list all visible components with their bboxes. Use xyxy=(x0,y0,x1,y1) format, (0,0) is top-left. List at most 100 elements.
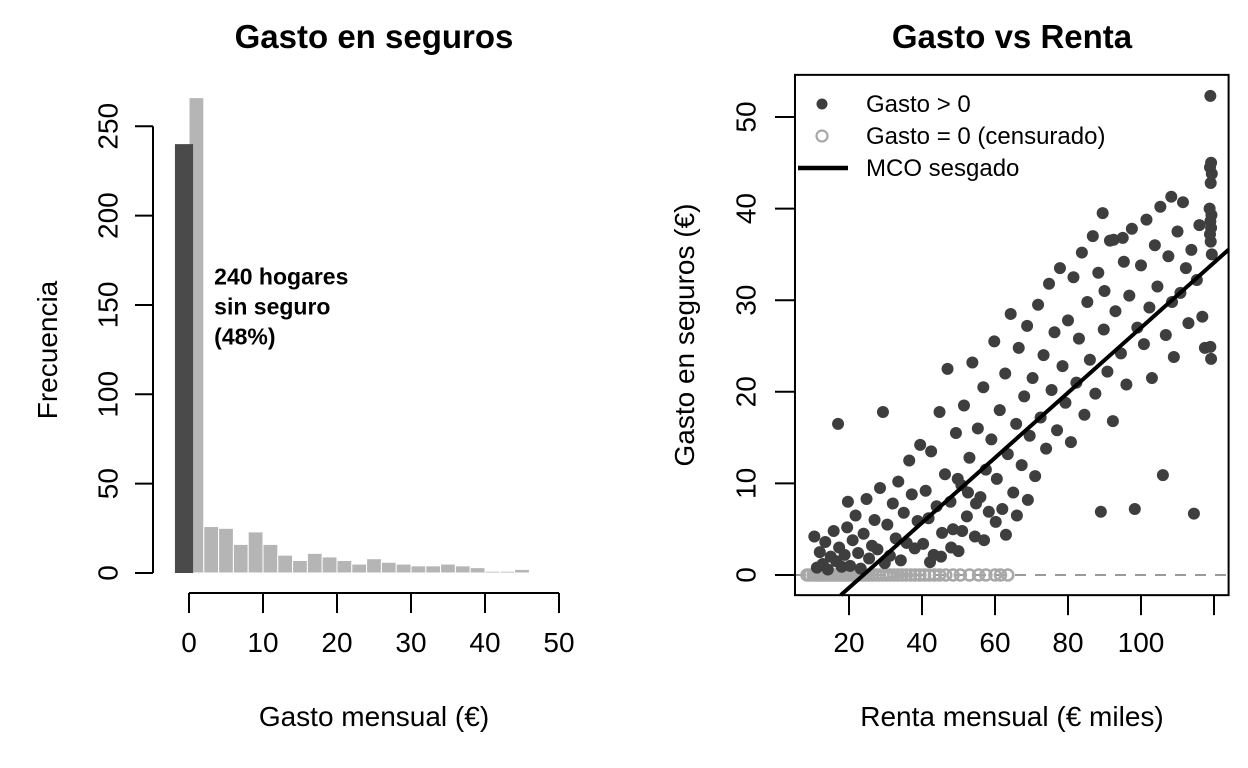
data-point xyxy=(1064,436,1077,449)
data-point xyxy=(821,563,834,576)
data-point xyxy=(1196,310,1209,323)
data-point xyxy=(996,503,1009,516)
hist-bar xyxy=(395,563,412,574)
hist-bar xyxy=(336,559,353,574)
x-tick-label: 100 xyxy=(1118,627,1165,658)
data-point xyxy=(832,417,845,430)
data-point xyxy=(871,543,884,556)
data-point xyxy=(1125,222,1138,235)
data-point xyxy=(1040,442,1053,455)
data-point xyxy=(1193,219,1206,232)
data-point xyxy=(844,559,857,572)
data-point xyxy=(1165,190,1178,203)
data-point xyxy=(1109,305,1122,318)
data-point xyxy=(1187,507,1200,520)
x-tick-label: 60 xyxy=(979,627,1010,658)
data-point xyxy=(914,438,927,451)
plot-box xyxy=(793,73,1230,597)
data-point xyxy=(1137,338,1150,351)
data-point xyxy=(961,486,974,499)
data-point xyxy=(1204,176,1217,189)
data-point xyxy=(1167,350,1180,363)
data-point xyxy=(1086,230,1099,243)
data-point xyxy=(1151,280,1164,293)
data-point xyxy=(1015,459,1028,472)
data-point xyxy=(854,562,867,575)
data-point xyxy=(971,422,984,435)
data-point xyxy=(1029,470,1042,483)
scatter-x-axis: 20 40 60 80 100 xyxy=(833,595,1215,658)
hist-y-axis: 0 50 100 150 200 250 xyxy=(92,103,154,581)
annotation-line: 240 hogares xyxy=(214,264,348,290)
data-point xyxy=(952,545,965,558)
hist-bar xyxy=(247,531,264,574)
histogram-panel: 0 50 100 150 200 250 0 10 20 30 40 50 240 hogares sin… xyxy=(32,18,575,732)
data-point xyxy=(1026,372,1039,385)
mco-regression-line xyxy=(839,248,1230,597)
scatter-y-axis: 0 10 20 30 40 50 xyxy=(730,101,795,583)
data-point xyxy=(1072,332,1085,345)
data-point xyxy=(1176,196,1189,209)
data-point xyxy=(846,534,859,547)
data-point xyxy=(1205,352,1218,365)
data-point xyxy=(963,451,976,464)
scatter-xlabel: Renta mensual (€ miles) xyxy=(860,701,1163,732)
data-point xyxy=(1062,314,1074,327)
data-point xyxy=(1159,329,1172,342)
data-point xyxy=(827,525,840,538)
hist-bar xyxy=(232,543,249,574)
data-point xyxy=(857,527,870,540)
censored-point xyxy=(908,568,922,582)
hist-bar xyxy=(203,526,220,574)
annotation-line: (48%) xyxy=(214,324,275,350)
data-point xyxy=(813,546,826,559)
hist-bar xyxy=(218,527,234,574)
data-point xyxy=(941,362,954,375)
data-point xyxy=(1007,486,1020,499)
data-point xyxy=(978,534,991,547)
censored-point xyxy=(891,568,905,582)
hist-xlabel: Gasto mensual (€) xyxy=(259,701,489,732)
censored-points xyxy=(800,568,1015,582)
hist-bar xyxy=(514,568,530,574)
data-point xyxy=(1117,255,1130,268)
data-point xyxy=(999,367,1012,380)
y-tick-label: 30 xyxy=(730,285,761,316)
hist-bar xyxy=(366,558,382,574)
y-tick-label: 50 xyxy=(730,101,761,132)
data-point xyxy=(1097,323,1110,336)
data-point xyxy=(988,335,1001,348)
scatter-panel: 20 40 60 80 100 0 10 20 30 40 50 Gasto > 0 Gasto = 0… xyxy=(669,18,1230,732)
data-point xyxy=(1089,387,1102,400)
censored-point xyxy=(903,568,918,582)
x-tick-label: 80 xyxy=(1052,627,1083,658)
x-tick-label: 20 xyxy=(321,627,352,658)
annotation-line: sin seguro xyxy=(214,294,330,320)
data-point xyxy=(1106,415,1119,428)
legend-label: Gasto > 0 xyxy=(866,91,971,118)
data-point xyxy=(1081,296,1094,309)
data-point xyxy=(985,433,998,446)
hist-bar xyxy=(277,554,294,574)
data-point xyxy=(1018,390,1031,403)
censored-point xyxy=(1000,568,1015,582)
data-point xyxy=(1185,243,1198,256)
data-point xyxy=(1204,340,1217,353)
x-tick-label: 20 xyxy=(833,627,864,658)
y-tick-label: 150 xyxy=(92,282,123,329)
data-point xyxy=(894,554,907,567)
data-point xyxy=(949,427,962,440)
data-point xyxy=(1135,259,1147,272)
data-point xyxy=(1096,207,1109,220)
data-point xyxy=(1140,213,1153,226)
data-point xyxy=(925,445,938,458)
data-point xyxy=(1171,225,1184,238)
data-point xyxy=(1204,235,1217,248)
data-point xyxy=(1037,349,1050,362)
y-tick-label: 250 xyxy=(92,103,123,150)
x-tick-label: 40 xyxy=(906,627,937,658)
data-point xyxy=(841,521,854,534)
data-point xyxy=(960,510,973,523)
